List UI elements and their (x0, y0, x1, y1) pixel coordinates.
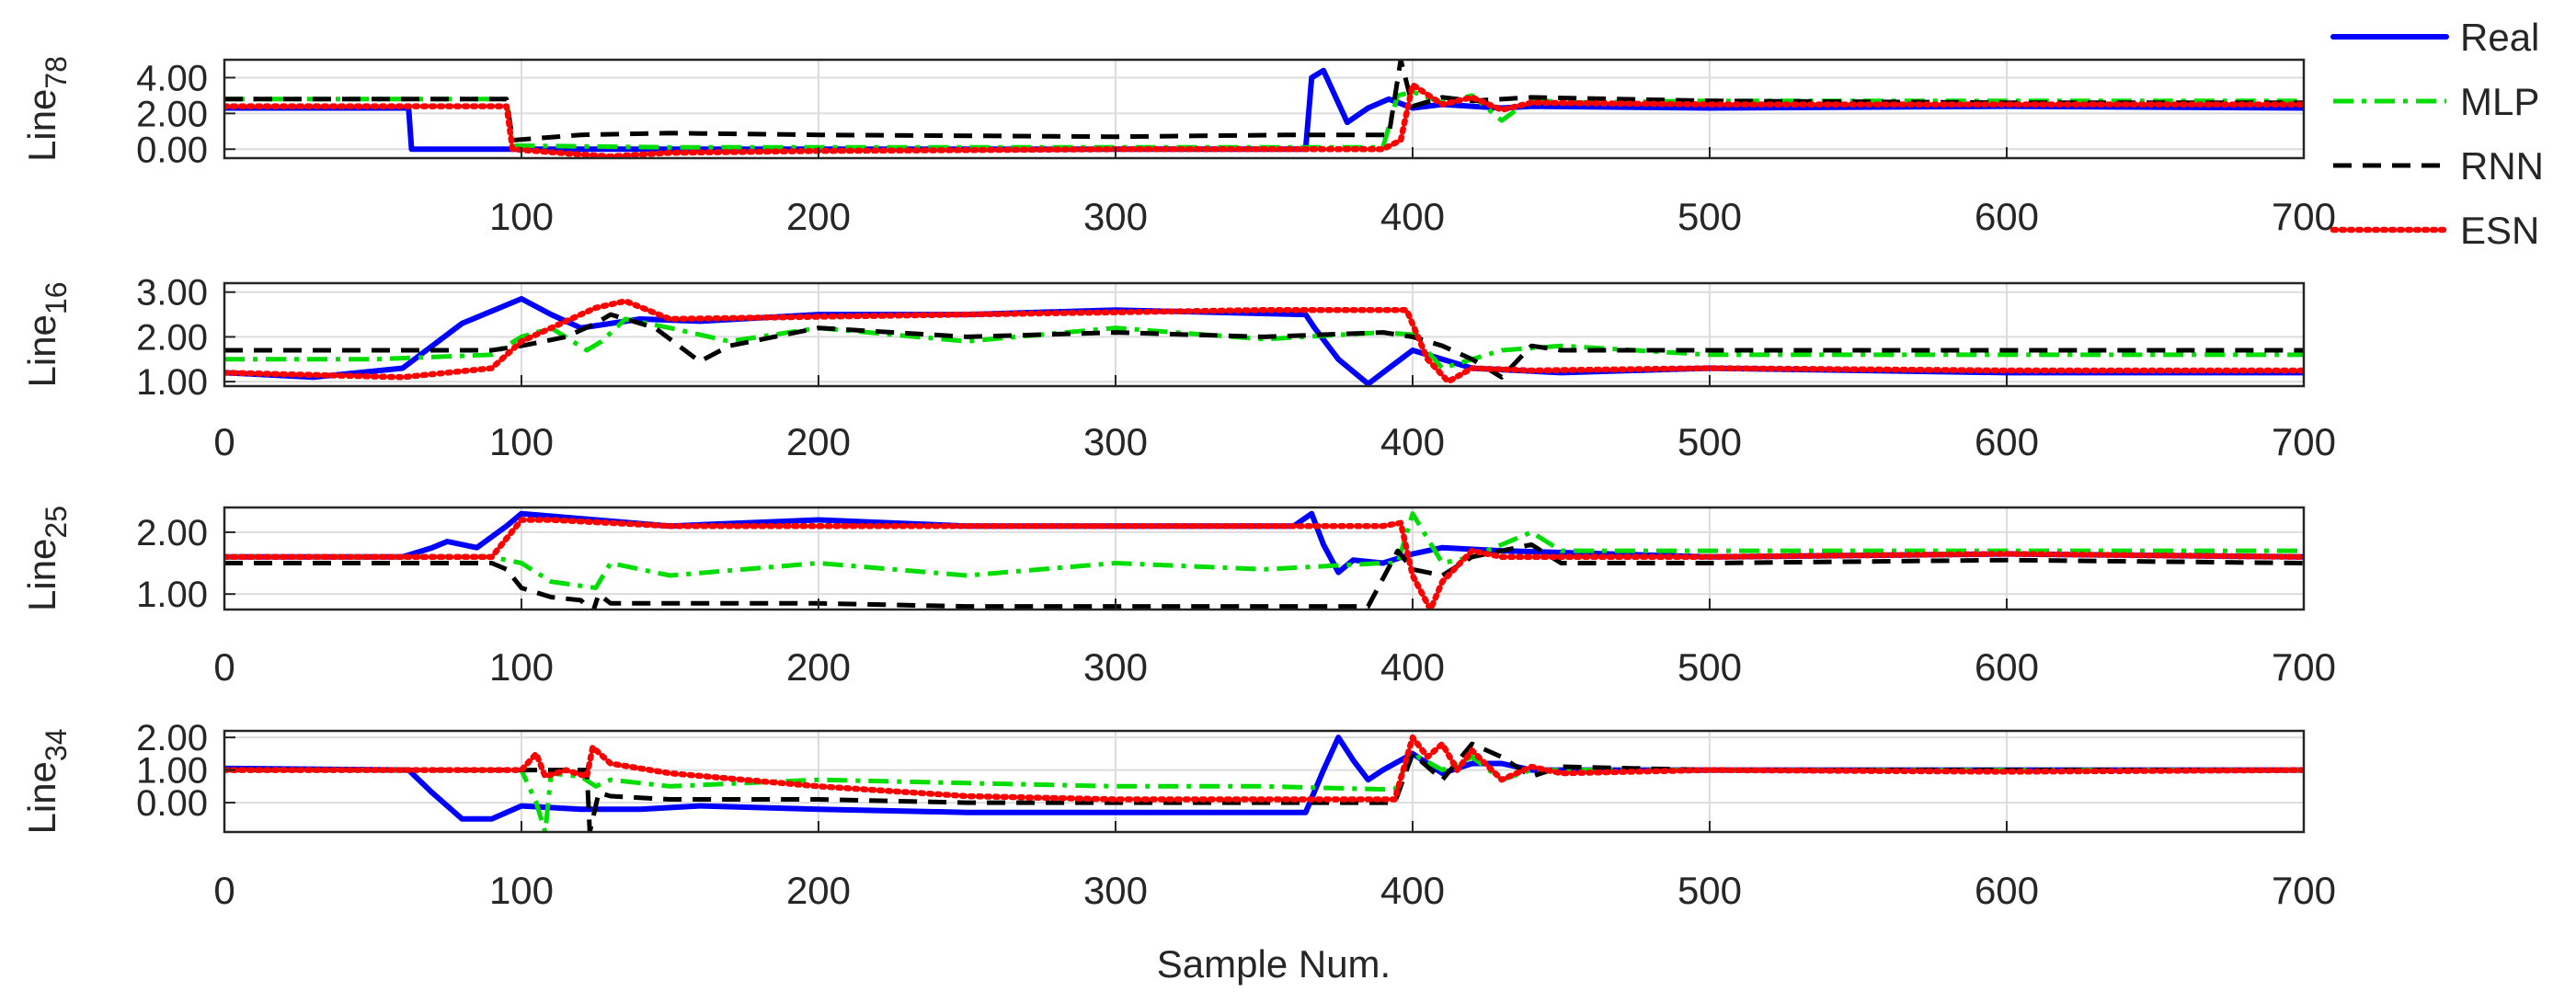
series-group (224, 296, 2304, 386)
legend-label: MLP (2460, 80, 2539, 123)
legend-item-esn: ESN (2330, 209, 2539, 252)
series-line-rnn (224, 60, 2304, 142)
x-tick-label: 500 (1677, 420, 1742, 463)
x-tick-label: 200 (786, 645, 851, 689)
series-group (224, 510, 2304, 610)
x-tick-label: 100 (489, 195, 554, 238)
y-tick-label: 4.00 (136, 58, 208, 98)
x-tick-label: 300 (1083, 420, 1148, 463)
y-tick-label: 2.00 (136, 513, 208, 553)
y-axis-label-subscript: 25 (40, 506, 73, 539)
series-group (224, 60, 2304, 158)
axes-frame (223, 729, 2306, 834)
legend-item-rnn: RNN (2333, 144, 2544, 188)
series-line-rnn (224, 541, 2304, 610)
y-axis-label-base: Line (20, 539, 63, 611)
series-line-rnn (224, 312, 2304, 380)
axes-frame (223, 506, 2306, 611)
x-tick-label: 500 (1677, 195, 1742, 238)
y-axis-label-subscript: 16 (40, 282, 73, 315)
y-tick-label: 3.00 (136, 273, 208, 313)
series-line-esn (224, 517, 2304, 610)
x-tick-label: 100 (489, 645, 554, 689)
x-tick-label: 100 (489, 420, 554, 463)
y-tick-label: 1.00 (136, 575, 208, 615)
y-axis-label: Line78 (20, 56, 73, 162)
series-line-real (224, 735, 2304, 822)
panel-4: 0.001.002.00 0 100 200 300 400 500 600 700 Line34 (20, 718, 2336, 912)
axes-frame (223, 281, 2306, 388)
x-tick-label: 400 (1380, 645, 1445, 689)
x-tick-label: 0 (213, 645, 235, 689)
x-tick-label: 0 (213, 420, 235, 463)
legend-label: RNN (2460, 144, 2544, 188)
legend-item-mlp: MLP (2333, 80, 2539, 123)
legend: Real MLP RNN ESN (2330, 16, 2544, 252)
y-tick-label: 0.00 (136, 130, 208, 170)
series-line-esn (224, 298, 2304, 385)
y-axis-label: Line16 (20, 282, 73, 388)
x-tick-label: 600 (1975, 420, 2039, 463)
y-axis-label-subscript: 34 (40, 729, 73, 762)
y-tick-label: 2.00 (136, 94, 208, 134)
x-tick-label: 200 (786, 195, 851, 238)
series-line-mlp (224, 316, 2304, 370)
series-line-esn (224, 734, 2304, 803)
x-tick-label: 600 (1975, 645, 2039, 689)
y-tick-label: 0.00 (136, 783, 208, 824)
series-line-mlp (224, 511, 2304, 590)
x-tick-label: 200 (786, 869, 851, 912)
y-axis-label-subscript: 78 (40, 56, 73, 89)
x-tick-label: 300 (1083, 195, 1148, 238)
x-tick-label: 600 (1975, 195, 2039, 238)
axes-frame (223, 58, 2306, 160)
x-tick-label: 700 (2272, 645, 2336, 689)
legend-label: Real (2460, 16, 2539, 59)
x-tick-label: 700 (2272, 869, 2336, 912)
series-line-real (224, 67, 2304, 153)
x-tick-label: 700 (2272, 195, 2336, 238)
x-tick-label: 300 (1083, 645, 1148, 689)
panel-2: 1.002.003.00 0 100 200 300 400 500 600 700 Line16 (20, 273, 2336, 463)
x-tick-label: 300 (1083, 869, 1148, 912)
legend-item-real: Real (2330, 16, 2539, 59)
x-tick-label: 200 (786, 420, 851, 463)
x-tick-label: 600 (1975, 869, 2039, 912)
x-tick-label: 0 (213, 869, 235, 912)
series-line-mlp (224, 89, 2304, 150)
y-axis-label-base: Line (20, 761, 63, 834)
y-tick-label: 1.00 (136, 751, 208, 792)
x-tick-label: 400 (1380, 869, 1445, 912)
y-axis-label-base: Line (20, 89, 63, 162)
y-tick-label: 2.00 (136, 317, 208, 358)
x-tick-label: 400 (1380, 195, 1445, 238)
x-tick-label: 700 (2272, 420, 2336, 463)
y-axis-label: Line34 (20, 729, 73, 835)
x-axis-label: Sample Num. (1157, 942, 1391, 986)
y-tick-label: 1.00 (136, 362, 208, 403)
x-tick-label: 100 (489, 869, 554, 912)
y-axis-label: Line25 (20, 506, 73, 611)
series-group (224, 734, 2304, 832)
series-line-esn (224, 81, 2304, 158)
panel-3: 1.00 2.00 0 100 200 300 400 500 600 700 Line25 (20, 506, 2336, 689)
x-tick-label: 400 (1380, 420, 1445, 463)
x-tick-label: 500 (1677, 645, 1742, 689)
panel-1: 0.002.004.00 100 200 300 400 500 600 700 Line78 (20, 56, 2336, 238)
x-tick-label: 500 (1677, 869, 1742, 912)
y-axis-label-base: Line (20, 314, 63, 387)
y-tick-label: 2.00 (136, 718, 208, 758)
legend-label: ESN (2460, 209, 2539, 252)
